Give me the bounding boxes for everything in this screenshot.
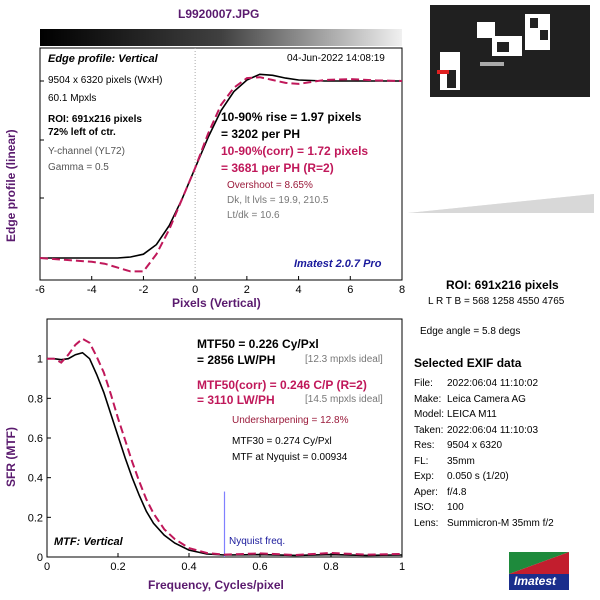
- mtf-xtick-label: 0.4: [181, 561, 196, 573]
- overshoot-label: Overshoot = 8.65%: [227, 180, 313, 191]
- exif-value: Summicron-M 35mm f/2: [447, 517, 554, 529]
- exif-key: FL:: [414, 455, 429, 467]
- edge-info-mpx: 60.1 Mpxls: [48, 93, 97, 104]
- exif-title: Selected EXIF data: [414, 356, 522, 370]
- exif-key: Res:: [414, 440, 435, 451]
- rise-corr-line-2: = 3681 per PH (R=2): [221, 161, 334, 175]
- mtf-ytick-label: 0.2: [28, 512, 43, 524]
- edge-series-corrected: [39, 76, 403, 273]
- exif-key: Aper:: [414, 486, 438, 498]
- logo-text: Imatest: [514, 574, 557, 588]
- mtf-series-corrected: [47, 337, 403, 557]
- exif-key: ISO:: [414, 502, 435, 513]
- mtf50-line-2: = 2856 LW/PH: [197, 353, 276, 367]
- thumb-patch-3-dark: [497, 42, 509, 52]
- mtf30-label: MTF30 = 0.274 Cy/Pxl: [232, 436, 332, 447]
- exif-key: Lens:: [414, 517, 439, 529]
- mtf-ylabel: SFR (MTF): [4, 427, 18, 487]
- edge-xtick-label: -6: [35, 284, 45, 296]
- mtf-ytick-label: 0.6: [28, 433, 43, 445]
- mtf-ytick-label: 0: [37, 552, 43, 564]
- exif-value: LEICA M11: [447, 409, 497, 420]
- exif-key: Make:: [414, 393, 442, 405]
- thumb-patch-2-dark: [530, 18, 538, 28]
- mtf-xtick-label: 1: [399, 561, 405, 573]
- edge-xtick-label: 6: [347, 284, 353, 296]
- exif-value: 0.050 s (1/20): [447, 471, 509, 482]
- edge-channel: Y-channel (YL72): [48, 146, 125, 157]
- mtf50-corr-ideal: [14.5 mpxls ideal]: [305, 394, 383, 405]
- imatest-logo: Imatest: [505, 548, 575, 592]
- mtf-xtick-label: 0: [44, 561, 50, 573]
- edge-xtick-label: 8: [399, 284, 405, 296]
- edge-panel-title: Edge profile: Vertical: [48, 53, 158, 65]
- roi-crop-dark: [408, 194, 594, 213]
- edge-gradient-bar: [40, 29, 402, 46]
- rise-line-2: = 3202 per PH: [221, 127, 301, 141]
- thumb-patch-1: [477, 22, 495, 38]
- edge-xtick-label: -4: [87, 284, 97, 296]
- mtf-xtick-label: 0.2: [110, 561, 125, 573]
- exif-value: 100: [447, 502, 464, 513]
- thumb-patch-4-dark: [447, 70, 456, 88]
- edge-series-measured: [40, 73, 402, 259]
- edge-xtick-label: 2: [244, 284, 250, 296]
- edge-xlabel: Pixels (Vertical): [172, 296, 261, 310]
- edge-ylabel: Edge profile (linear): [4, 129, 18, 242]
- edge-xtick-label: 4: [296, 284, 302, 296]
- thumb-patch-5: [480, 62, 504, 66]
- exif-key: Exp:: [414, 471, 435, 482]
- exif-key: Taken:: [414, 424, 444, 436]
- mtf50-line-1: MTF50 = 0.226 Cy/Pxl: [197, 337, 319, 351]
- roi-crop-light: [408, 155, 594, 213]
- edge-angle: Edge angle = 5.8 degs: [420, 326, 521, 337]
- mtf50-corr-line-2: = 3110 LW/PH: [197, 393, 275, 407]
- mtf-ytick-label: 1: [37, 354, 43, 366]
- undersharpening-label: Undersharpening = 12.8%: [232, 415, 349, 426]
- edge-plot-frame: [39, 47, 403, 281]
- edge-roi-size: ROI: 691x216 pixels: [48, 114, 142, 125]
- light-dark-ratio: Lt/dk = 10.6: [227, 210, 280, 221]
- exif-key: File:: [414, 378, 433, 389]
- edge-info-size: 9504 x 6320 pixels (WxH): [48, 75, 163, 86]
- exif-value: 2022:06:04 11:10:02: [447, 378, 539, 389]
- edge-roi-pos: 72% left of ctr.: [48, 127, 116, 138]
- mtf-xtick-label: 0.6: [252, 561, 267, 573]
- mtf-xtick-label: 0.8: [323, 561, 338, 573]
- dark-light-levels: Dk, lt lvls = 19.9, 210.5: [227, 195, 329, 206]
- edge-xtick-label: -2: [139, 284, 149, 296]
- imatest-version: Imatest 2.0.7 Pro: [294, 258, 382, 270]
- mtf-ytick-label: 0.8: [28, 393, 43, 405]
- mtf-nyquist-label: MTF at Nyquist = 0.00934: [232, 452, 348, 463]
- mtf50-corr-line-1: MTF50(corr) = 0.246 C/P (R=2): [197, 378, 367, 392]
- mtf50-ideal: [12.3 mpxls ideal]: [305, 354, 383, 365]
- edge-xtick-label: 0: [192, 284, 198, 296]
- exif-value: 9504 x 6320: [447, 440, 503, 451]
- roi-summary-lrtb: L R T B = 568 1258 4550 4765: [428, 296, 565, 307]
- exif-value: 35mm: [447, 455, 475, 467]
- file-title: L9920007.JPG: [178, 7, 260, 21]
- thumb-roi-marker: [437, 70, 449, 74]
- mtf-series-measured: [47, 351, 403, 557]
- roi-summary-title: ROI: 691x216 pixels: [446, 278, 559, 292]
- thumb-patch-2-dark-b: [540, 30, 548, 40]
- nyquist-freq-label: Nyquist freq.: [229, 536, 286, 547]
- mtf-ytick-label: 0.4: [28, 473, 43, 485]
- rise-corr-line-1: 10-90%(corr) = 1.72 pixels: [221, 144, 369, 158]
- exif-key: Model:: [414, 409, 445, 420]
- rise-line-1: 10-90% rise = 1.97 pixels: [221, 110, 362, 124]
- logo-icon: [505, 548, 575, 592]
- exif-value: 2022:06:04 11:10:03: [447, 424, 539, 436]
- edge-gamma: Gamma = 0.5: [48, 162, 109, 173]
- mtf-xlabel: Frequency, Cycles/pixel: [148, 578, 284, 592]
- exif-value: f/4.8: [447, 486, 467, 498]
- edge-timestamp: 04-Jun-2022 14:08:19: [287, 53, 385, 64]
- exif-value: Leica Camera AG: [447, 393, 526, 405]
- mtf-panel-title: MTF: Vertical: [54, 536, 123, 548]
